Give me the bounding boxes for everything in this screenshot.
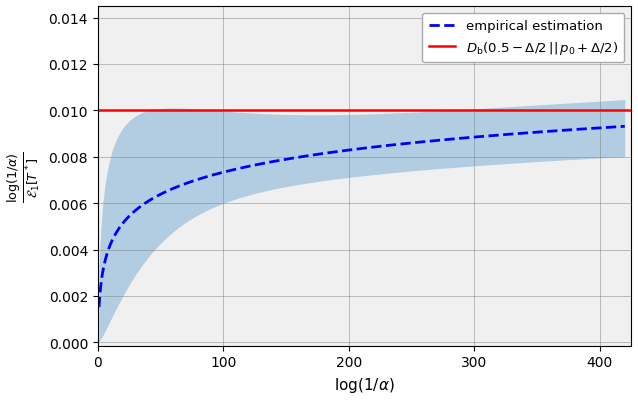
empirical estimation (405, 142, 413, 146)
empirical estimation (95, 305, 103, 310)
X-axis label: $\log(1/\alpha)$: $\log(1/\alpha)$ (334, 375, 395, 394)
empirical estimation (333, 150, 341, 155)
empirical estimation (621, 125, 628, 130)
Y-axis label: $\frac{\log(1/\alpha)}{\mathcal{E}_1[T^*]}$: $\frac{\log(1/\alpha)}{\mathcal{E}_1[T^*… (7, 151, 43, 202)
empirical estimation (188, 180, 196, 184)
empirical estimation (230, 168, 238, 172)
empirical estimation (491, 134, 499, 138)
empirical estimation (446, 138, 454, 142)
Line: empirical estimation: empirical estimation (99, 127, 625, 307)
Legend: empirical estimation, $D_{\mathrm{b}}(0.5 - \Delta/2 \,||\, p_0 + \Delta/2)$: empirical estimation, $D_{\mathrm{b}}(0.… (422, 14, 625, 63)
